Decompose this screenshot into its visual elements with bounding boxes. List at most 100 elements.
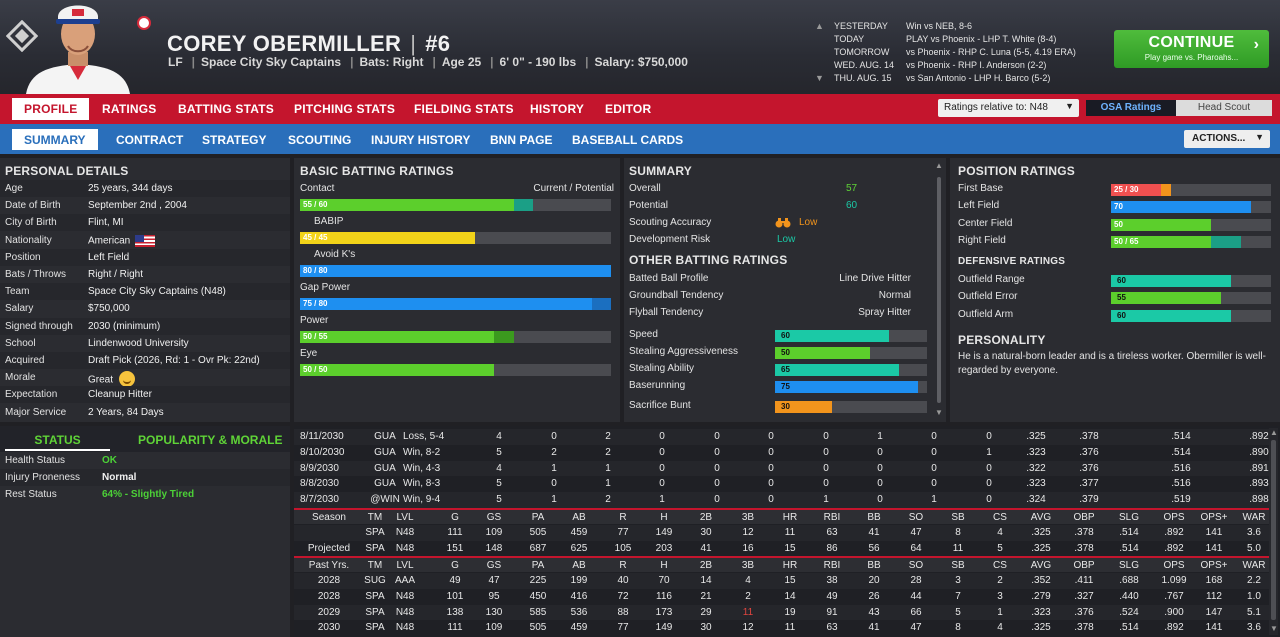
table-cell: 8/11/2030 <box>300 431 344 442</box>
schedule-down-icon[interactable]: ▼ <box>815 73 824 83</box>
table-cell: .900 <box>1164 606 1184 618</box>
status-value: 64% - Slightly Tired <box>102 489 195 500</box>
defensive-label: Outfield Error <box>958 291 1018 303</box>
player-team[interactable]: Space City Sky Captains <box>201 55 342 69</box>
baserunning-fill <box>775 330 889 342</box>
scroll-down-icon[interactable]: ▼ <box>935 408 943 417</box>
schedule-row[interactable]: WED. AUG. 14 vs Phoenix - RHP I. Anderson… <box>815 59 1106 72</box>
table-cell: .323 <box>1026 446 1046 458</box>
batting-current-fill <box>300 199 514 211</box>
table-cell: 203 <box>655 542 673 554</box>
overall-value: 57 <box>846 183 858 194</box>
position-ratings-panel: POSITION RATINGS First Base 25 / 30 Left F… <box>950 158 1280 422</box>
table-cell: .890 <box>1249 446 1269 458</box>
app-logo-icon[interactable] <box>6 20 38 52</box>
table-cell: 1 <box>605 478 611 490</box>
scroll-down-icon[interactable]: ▼ <box>1270 624 1278 633</box>
table-cell: 112 <box>1206 590 1222 602</box>
schedule-row[interactable]: TOMORROW vs Phoenix - RHP C. Luna (5-5, 4… <box>815 46 1106 59</box>
table-cell: SPA <box>365 527 385 538</box>
personal-label: Signed through <box>5 320 73 332</box>
tab-pitching-stats[interactable]: PITCHING STATS <box>294 102 396 116</box>
head-scout-button[interactable]: Head Scout <box>1176 100 1272 116</box>
tab-popularity-morale[interactable]: POPULARITY & MORALE <box>138 433 283 447</box>
schedule-row[interactable]: THU. AUG. 15 vs San Antonio - LHP H. Barc… <box>815 72 1106 85</box>
batting-potential-fill <box>494 331 514 343</box>
stats-scrollbar[interactable]: ▲ ▼ <box>1269 428 1278 635</box>
tab-history[interactable]: HISTORY <box>530 102 585 116</box>
table-cell: .892 <box>1164 527 1184 538</box>
tab-batting-stats[interactable]: BATTING STATS <box>178 102 274 116</box>
tab-strategy[interactable]: STRATEGY <box>202 133 267 147</box>
position-value: 50 <box>1114 219 1123 229</box>
table-cell: 1 <box>605 462 611 474</box>
baserunning-label: Speed <box>629 329 658 340</box>
tab-ratings[interactable]: RATINGS <box>102 102 157 116</box>
table-cell: GUA <box>374 431 396 442</box>
tab-summary[interactable]: SUMMARY <box>12 129 98 150</box>
tab-status[interactable]: STATUS <box>5 433 110 451</box>
table-cell: 0 <box>714 431 720 442</box>
tab-editor[interactable]: EDITOR <box>605 102 652 116</box>
status-row: Injury Proneness Normal <box>0 469 290 486</box>
table-cell: 4 <box>997 527 1003 538</box>
tab-profile[interactable]: PROFILE <box>12 98 90 120</box>
table-cell: GUA <box>374 446 396 458</box>
schedule-row[interactable]: YESTERDAY Win vs NEB, 8-6 <box>815 20 1106 33</box>
schedule-row[interactable]: TODAY PLAY vs Phoenix - LHP T. White (8-4… <box>815 33 1106 46</box>
table-cell: 95 <box>488 590 500 602</box>
position-row: Right Field 50 / 65 <box>958 235 1271 251</box>
scroll-up-icon[interactable]: ▲ <box>1270 428 1278 437</box>
table-cell: .514 <box>1171 431 1191 442</box>
table-cell: .376 <box>1079 462 1099 474</box>
schedule-list: ▲ ▼ YESTERDAY Win vs NEB, 8-6 TODAY PLAY v… <box>815 20 1106 85</box>
osa-ratings-button[interactable]: OSA Ratings <box>1086 100 1176 116</box>
other-batting-value: Spray Hitter <box>858 307 911 318</box>
summary-scrollbar[interactable]: ▲ ▼ <box>935 161 943 417</box>
scroll-up-icon[interactable]: ▲ <box>935 161 943 170</box>
schedule-up-icon[interactable]: ▲ <box>815 21 824 31</box>
table-cell: 1 <box>877 431 883 442</box>
table-cell: 2 <box>605 494 611 506</box>
table-cell: 43 <box>868 606 880 618</box>
ratings-relative-select[interactable]: Ratings relative to: N48 ▼ <box>938 99 1079 117</box>
actions-dropdown[interactable]: ACTIONS... ▼ <box>1184 130 1270 148</box>
table-header-row: Past Yrs. TM LVL G GS PA AB R H 2B 3B HR RBI BB SO SB CS… <box>294 556 1269 572</box>
continue-button[interactable]: CONTINUE Play game vs. Pharoahs... › <box>1114 30 1269 68</box>
team-logo-icon[interactable] <box>137 16 151 30</box>
summary-scroll-thumb[interactable] <box>937 177 941 403</box>
table-header-cell: OBP <box>1073 512 1095 523</box>
defensive-value: 55 <box>1117 293 1126 303</box>
table-cell: 0 <box>659 462 665 474</box>
table-cell: .524 <box>1119 606 1139 618</box>
table-cell: 0 <box>823 462 829 474</box>
table-cell: @WIN <box>370 494 400 506</box>
batting-rating-label: BABIP <box>314 216 344 227</box>
overall-row: Overall 57 <box>629 183 929 199</box>
table-header-cell: TM <box>367 512 383 523</box>
batting-ratings-panel: BASIC BATTING RATINGS Contact Current / … <box>294 158 620 422</box>
personal-row: School Lindenwood University <box>0 335 290 352</box>
personal-value: Lindenwood University <box>88 338 189 349</box>
table-header-cell: SB <box>951 512 965 523</box>
table-cell: .325 <box>1026 431 1046 442</box>
tab-scouting[interactable]: SCOUTING <box>288 133 352 147</box>
table-cell: 2028 <box>317 590 341 602</box>
stats-scroll-thumb[interactable] <box>1271 440 1276 620</box>
table-cell: 3.6 <box>1247 527 1261 538</box>
tab-contract[interactable]: CONTRACT <box>116 133 184 147</box>
table-cell: 91 <box>826 606 838 618</box>
tab-fielding-stats[interactable]: FIELDING STATS <box>414 102 514 116</box>
baserunning-fill <box>775 401 832 413</box>
table-cell: .325 <box>1031 542 1051 554</box>
tab-bnn-page[interactable]: BNN PAGE <box>490 133 553 147</box>
table-header-cell: WAR <box>1242 560 1266 571</box>
tab-injury-history[interactable]: INJURY HISTORY <box>371 133 471 147</box>
table-cell: 0 <box>877 446 883 458</box>
table-cell: 1 <box>551 462 557 474</box>
table-header-cell: AVG <box>1030 512 1052 523</box>
table-cell: 0 <box>714 478 720 490</box>
table-cell: 4 <box>745 575 751 586</box>
position-row: Center Field 50 <box>958 218 1271 234</box>
tab-baseball-cards[interactable]: BASEBALL CARDS <box>572 133 684 147</box>
